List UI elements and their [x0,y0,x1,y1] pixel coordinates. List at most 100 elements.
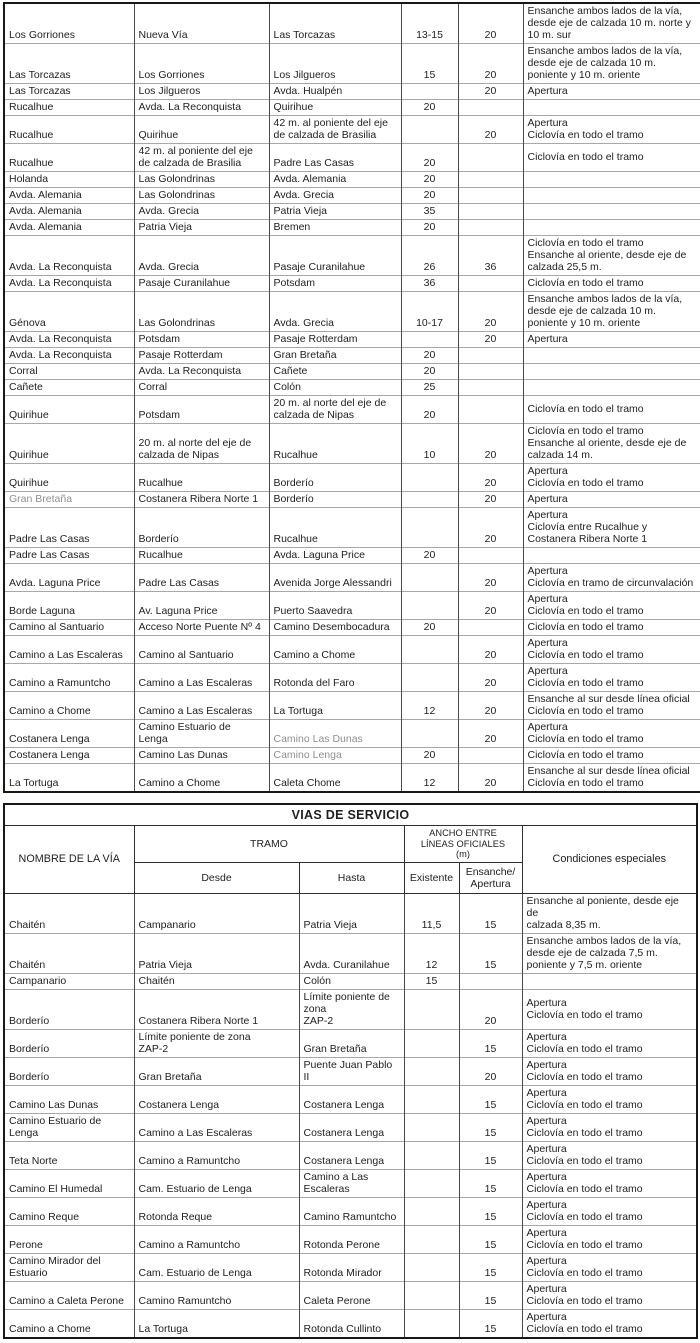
ensanche-cell: 20 [457,591,524,620]
hasta-cell: Costanera Lenga [298,1084,405,1113]
desde-cell: Los Gorriones [133,43,270,84]
desde-cell: 42 m. al poniente del eje de calzada de … [133,143,270,172]
table-row: Las Torcazas Los Jilgueros Avda. Hualpén… [3,83,700,100]
ensanche-cell: 15 [458,1084,523,1113]
table-row: Camino Estuario de Lenga Camino a Las Es… [3,1112,698,1141]
ensanche-cell: 15 [458,1028,523,1057]
vias-de-servicio-table: VIAS DE SERVICIO NOMBRE DE LA VÍA TRAMO … [3,803,699,1339]
existente-cell: 20 [400,219,459,236]
table-row: Borderío Gran Bretaña Puente Juan Pablo … [3,1056,698,1085]
condiciones-cell: Ensanche al sur desde línea oficial Cicl… [522,763,700,792]
existente-cell: 12 [400,691,459,720]
existente-cell [400,635,459,664]
condiciones-cell: Ciclovía en todo el tramo [522,395,700,424]
existente-cell: 15 [403,972,460,989]
via-cell: Avda. Alemania [3,203,135,220]
hasta-cell: La Tortuga [268,691,402,720]
hasta-cell: Camino Desembocadura [268,619,402,636]
via-cell: Camino a Ramuntcho [3,663,135,692]
existente-cell: 20 [400,99,459,116]
existente-cell: 11,5 [403,892,460,933]
existente-cell: 26 [400,235,459,276]
header-hasta: Hasta [298,861,405,894]
desde-cell: Borderío [133,507,270,548]
ensanche-cell: 20 [457,83,524,100]
desde-cell: Pasaje Rotterdam [133,347,270,364]
header-ensanche-apertura: Ensanche/ Apertura [458,861,523,894]
via-cell: Corral [3,363,135,380]
ensanche-cell [457,275,524,292]
via-cell: Génova [3,291,135,332]
desde-cell: Avda. Grecia [133,235,270,276]
via-cell: Chaitén [3,932,135,973]
table-row: Avda. La Reconquista Pasaje Curanilahue … [3,275,700,292]
desde-cell: Camino a Ramuntcho [133,1224,300,1253]
desde-cell: Camino a Las Escaleras [133,663,270,692]
ensanche-cell [457,99,524,116]
hasta-cell: Rotonda del Faro [268,663,402,692]
condiciones-cell: Apertura Ciclovía en todo el tramo [521,1112,698,1141]
via-cell: Quirihue [3,463,135,492]
existente-cell: 20 [400,187,459,204]
existente-cell: 10-17 [400,291,459,332]
table-row: Avda. Laguna Price Padre Las Casas Aveni… [3,563,700,592]
existente-cell [400,331,459,348]
condiciones-cell: Apertura [522,83,700,100]
table-row: Costanera Lenga Camino Las Dunas Camino … [3,747,700,764]
via-cell: Camino a Las Escaleras [3,635,135,664]
via-cell: La Tortuga [3,763,135,792]
via-cell: Las Torcazas [3,83,135,100]
condiciones-cell: Apertura Ciclovía en todo el tramo [521,1224,698,1253]
desde-cell: Cam. Estuario de Lenga [133,1252,300,1281]
hasta-cell: Camino Ramuntcho [298,1196,405,1225]
ensanche-cell [457,379,524,396]
condiciones-cell [522,219,700,236]
via-cell: Holanda [3,171,135,188]
condiciones-cell: Apertura Ciclovía en todo el tramo [522,591,700,620]
continuation-table-body: Los Gorriones Nueva Vía Las Torcazas 13-… [3,3,700,792]
via-cell: Cañete [3,379,135,396]
via-cell: Rucalhue [3,99,135,116]
desde-cell: Camino a Ramuntcho [133,1140,300,1169]
condiciones-cell [522,547,700,564]
via-cell: Camino al Santuario [3,619,135,636]
condiciones-cell [522,171,700,188]
condiciones-cell: Ciclovía en todo el tramo Ensanche al or… [522,235,700,276]
table-row: La Tortuga Camino a Chome Caleta Chome 1… [3,763,700,792]
hasta-cell: Los Jilgueros [268,43,402,84]
existente-cell [403,1112,460,1141]
hasta-cell: Gran Bretaña [298,1028,405,1057]
existente-cell [403,1140,460,1169]
desde-cell: 20 m. al norte del eje de calzada de Nip… [133,423,270,464]
condiciones-cell: Apertura Ciclovía en todo el tramo [521,1028,698,1057]
existente-cell: 20 [400,143,459,172]
ensanche-cell [457,171,524,188]
via-cell: Camino a Chome [3,691,135,720]
hasta-cell: Avda. Hualpén [268,83,402,100]
table-row: Camino a Las Escaleras Camino al Santuar… [3,635,700,664]
ensanche-cell [457,143,524,172]
desde-cell: Las Golondrinas [133,171,270,188]
header-desde: Desde [133,861,300,894]
table-row: Cañete Corral Colón 25 [3,379,700,396]
via-cell: Quirihue [3,395,135,424]
condiciones-cell: Ensanche ambos lados de la vía, desde ej… [521,932,698,973]
via-cell: Teta Norte [3,1140,135,1169]
existente-cell [403,1196,460,1225]
via-cell: Camino El Humedal [3,1168,135,1197]
existente-cell: 20 [400,747,459,764]
condiciones-cell: Apertura Ciclovía en todo el tramo [522,635,700,664]
hasta-cell: Patria Vieja [298,892,405,933]
table-row: Borderío Límite poniente de zona ZAP-2 G… [3,1028,698,1057]
ensanche-cell: 20 [457,635,524,664]
table-row: Avda. Alemania Las Golondrinas Avda. Gre… [3,187,700,204]
table-row: Costanera Lenga Camino Estuario de Lenga… [3,719,700,748]
ensanche-cell: 15 [458,1196,523,1225]
hasta-cell: Camino Las Dunas [268,719,402,748]
ensanche-cell: 20 [457,423,524,464]
desde-cell: Los Jilgueros [133,83,270,100]
hasta-cell: Avda. Alemania [268,171,402,188]
table-row: Rucalhue Quirihue 42 m. al poniente del … [3,115,700,144]
hasta-cell: Rucalhue [268,507,402,548]
via-cell: Avda. Alemania [3,219,135,236]
